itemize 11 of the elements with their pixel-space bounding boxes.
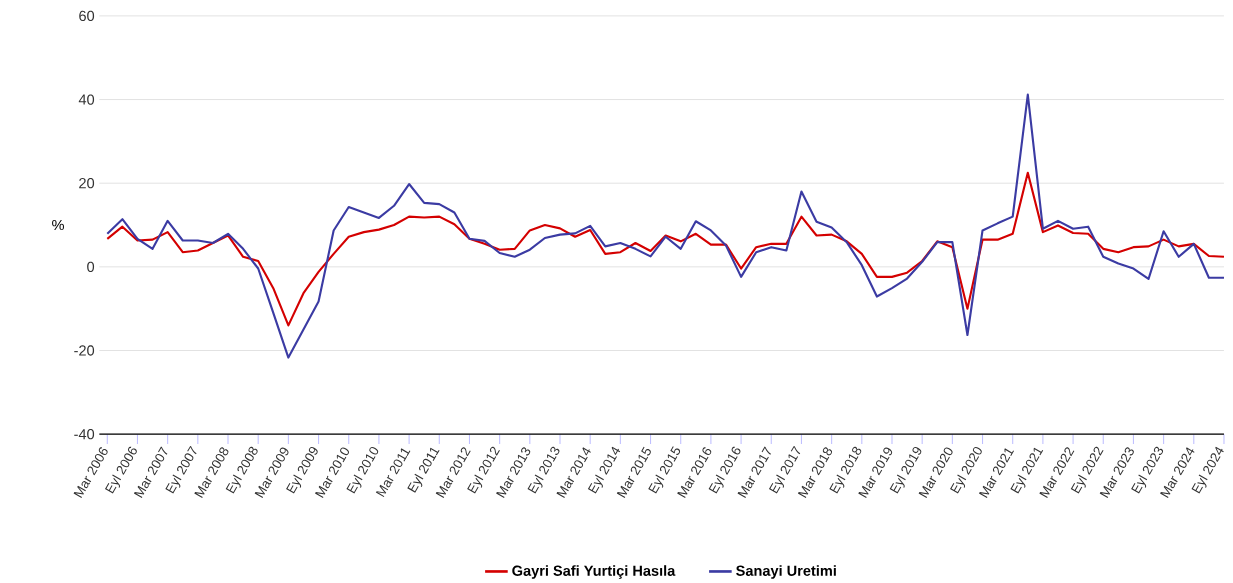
y-tick-label: 0 [87,261,95,272]
legend-label: Gayri Safi Yurtiçi Hasıla [512,565,676,579]
line-series [106,93,1226,359]
line-series [106,171,1226,327]
y-tick-label: -20 [74,345,95,356]
y-tick-label: 20 [79,178,95,189]
y-tick-label: 40 [78,94,95,105]
legend-label: Sanayi Uretimi [736,565,836,579]
y-tick-label: -40 [74,428,95,440]
y-axis-title: % [52,219,64,231]
y-tick-label: 60 [79,10,95,22]
